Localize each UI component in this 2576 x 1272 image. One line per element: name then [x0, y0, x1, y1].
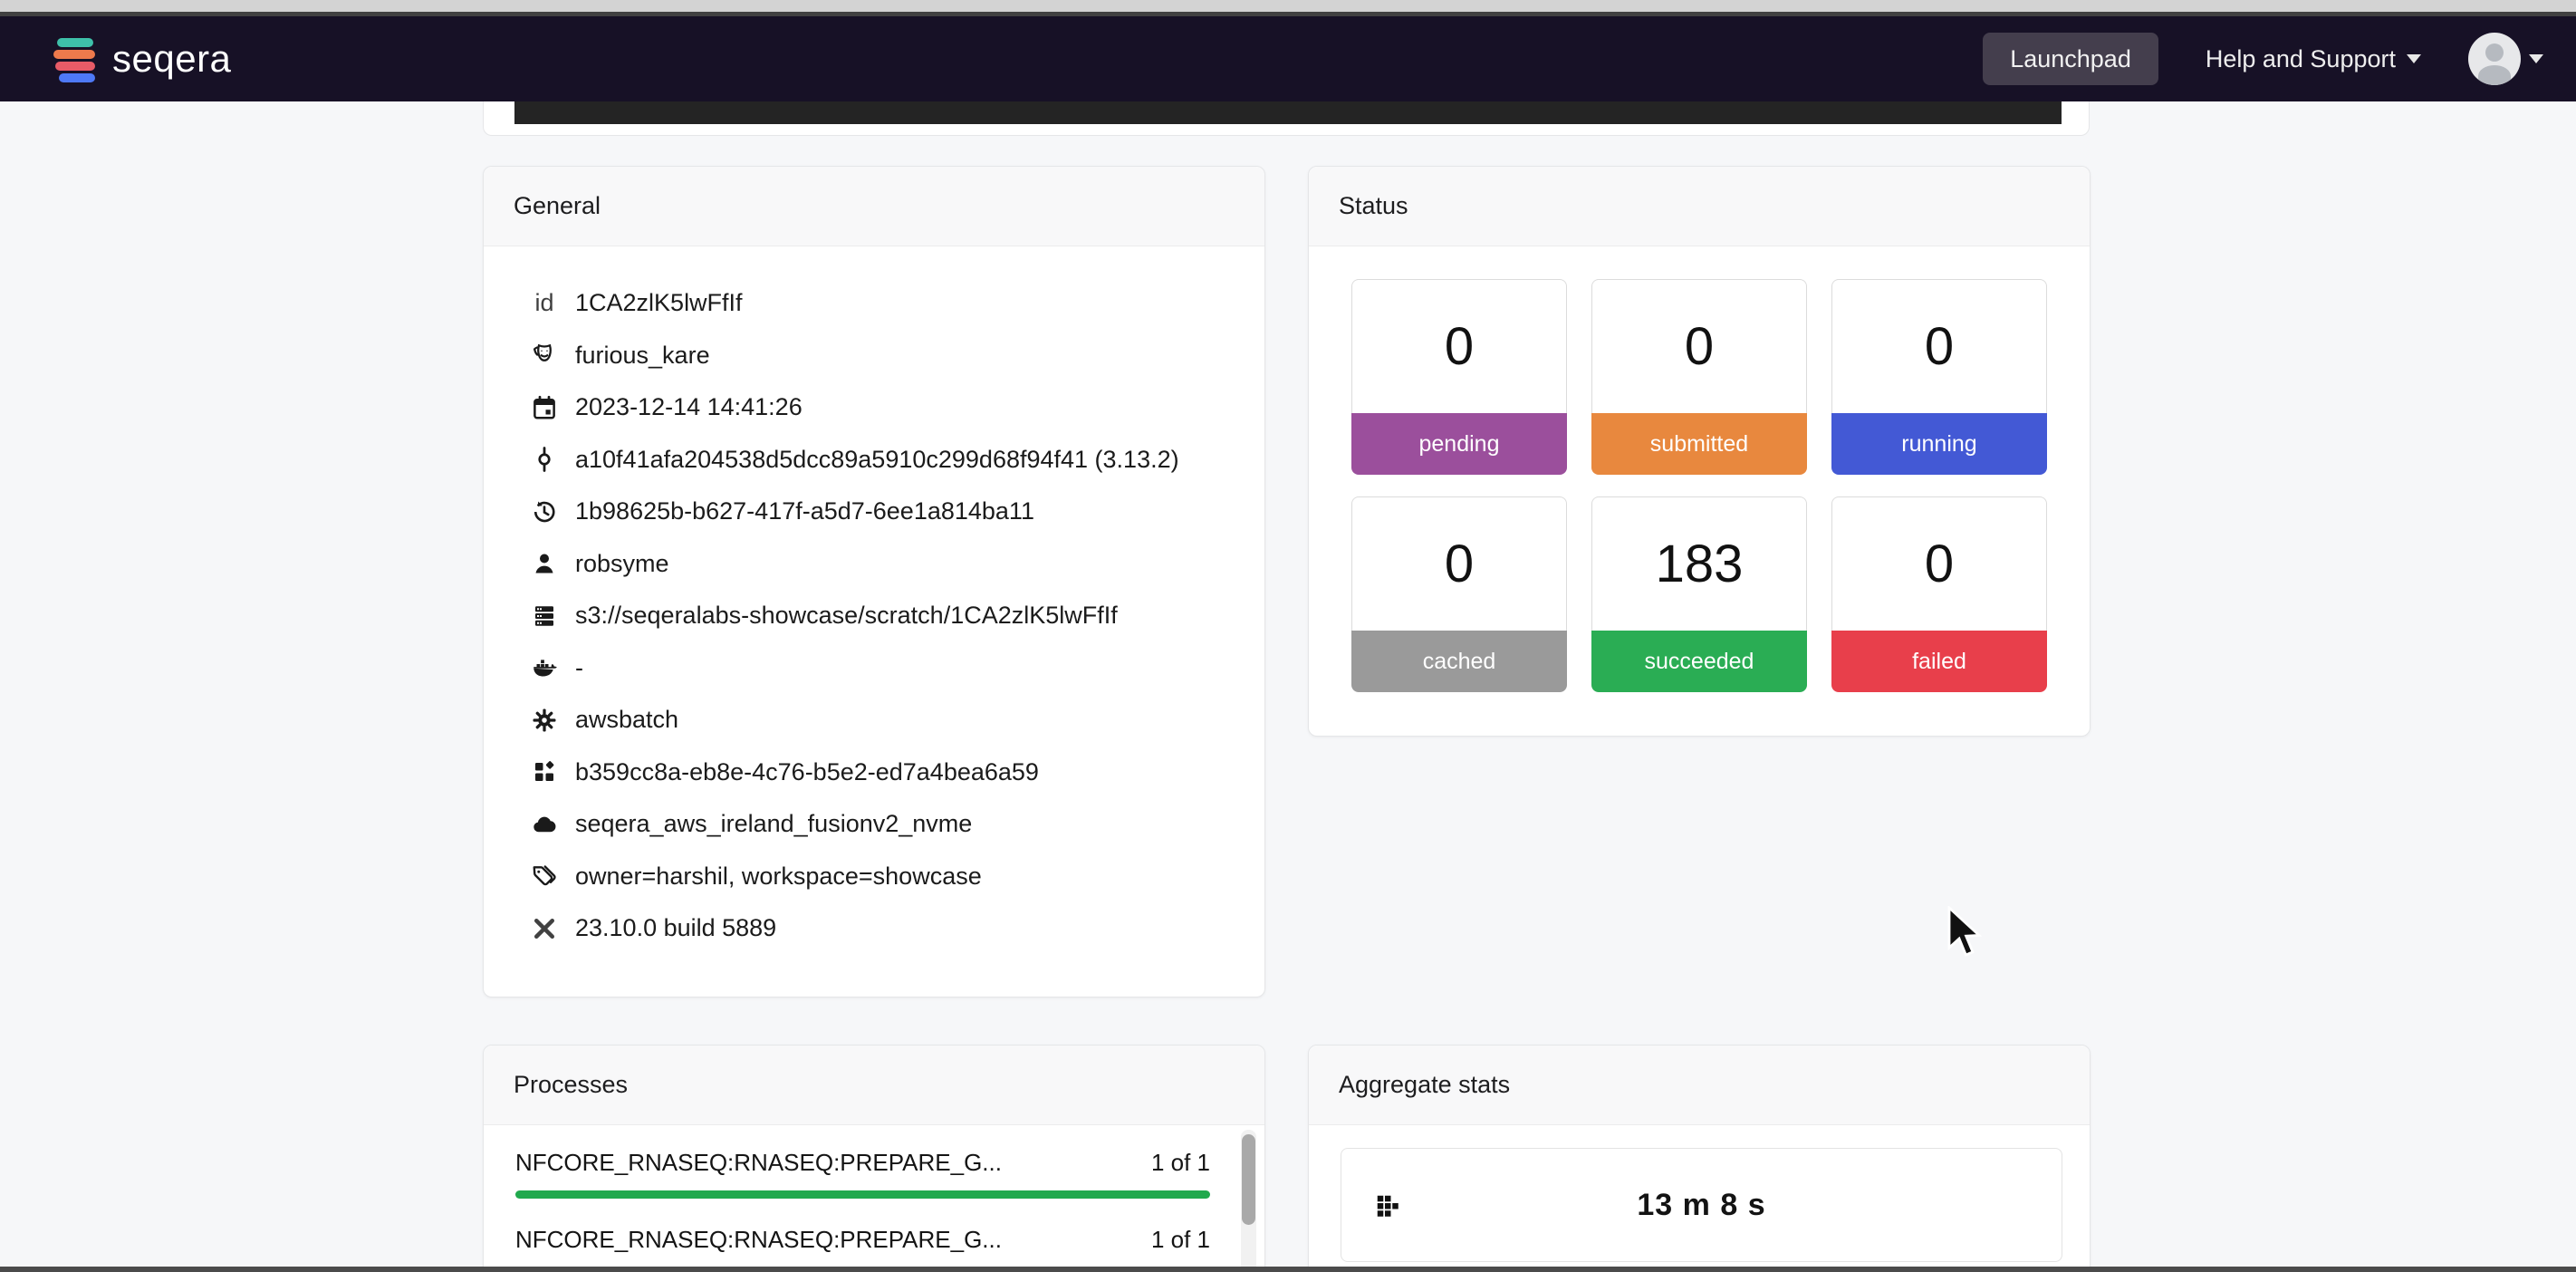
commit-value: a10f41afa204538d5dcc89a5910c299d68f94f41…: [575, 445, 1179, 473]
submitted-label: submitted: [1591, 413, 1807, 475]
process-progress-label: 1 of 1: [1150, 1149, 1210, 1176]
running-label: running: [1831, 413, 2047, 475]
brand-name: seqera: [112, 37, 232, 80]
walltime-value: 13 m 8 s: [1637, 1187, 1766, 1222]
succeeded-label: succeeded: [1591, 631, 1807, 692]
scrolled-dark-banner: [514, 101, 2062, 124]
process-row[interactable]: NFCORE_RNASEQ:RNASEQ:PREPARE_G... 1 of 1: [515, 1145, 1210, 1199]
succeeded-count: 183: [1655, 535, 1744, 593]
window-top-edge: [0, 12, 2576, 16]
cached-label: cached: [1351, 631, 1567, 692]
pending-label: pending: [1351, 413, 1567, 475]
compute-env-id-value: b359cc8a-eb8e-4c76-b5e2-ed7a4bea6a59: [575, 757, 1039, 785]
chevron-down-icon: [2529, 54, 2543, 63]
navbar: seqera Launchpad Help and Support: [0, 16, 2576, 101]
window-bottom-edge: [0, 1267, 2576, 1272]
pending-count: 0: [1444, 317, 1475, 376]
general-row-labels: owner=harshil, workspace=showcase: [529, 851, 1237, 903]
chevron-down-icon: [2407, 54, 2421, 63]
window-top-strip: [0, 0, 2576, 12]
general-row-compute-env-id: b359cc8a-eb8e-4c76-b5e2-ed7a4bea6a59: [529, 747, 1237, 799]
processes-scrollbar-thumb[interactable]: [1242, 1134, 1255, 1225]
general-card-title: General: [484, 167, 1264, 246]
aggregate-stats-card: Aggregate stats 13 m 8 s: [1308, 1045, 2091, 1272]
walltime-stat-tile: 13 m 8 s: [1341, 1148, 2062, 1262]
general-row-container: -: [529, 642, 1237, 695]
running-count: 0: [1924, 317, 1955, 376]
processes-scrollbar[interactable]: [1241, 1130, 1256, 1272]
mouse-cursor: [1947, 906, 1983, 957]
process-progress-bar: [515, 1190, 1210, 1199]
launchpad-button[interactable]: Launchpad: [1983, 33, 2158, 85]
gear-icon: [529, 707, 560, 734]
general-row-commit: a10f41afa204538d5dcc89a5910c299d68f94f41…: [529, 434, 1237, 487]
process-name: NFCORE_RNASEQ:RNASEQ:PREPARE_G...: [515, 1149, 1002, 1176]
history-icon: [529, 498, 560, 525]
general-row-id: id 1CA2zlK5lwFfIf: [529, 277, 1237, 330]
status-tile-submitted: 0 submitted: [1591, 279, 1807, 475]
server-icon: [529, 602, 560, 630]
cached-count: 0: [1444, 535, 1475, 593]
process-progress-label: 1 of 1: [1150, 1226, 1210, 1253]
general-row-compute-env-name: seqera_aws_ireland_fusionv2_nvme: [529, 798, 1237, 851]
nextflow-icon: [529, 915, 560, 942]
status-tile-succeeded: 183 succeeded: [1591, 496, 1807, 692]
failed-count: 0: [1924, 535, 1955, 593]
executor-value: awsbatch: [575, 706, 679, 734]
status-tile-failed: 0 failed: [1831, 496, 2047, 692]
run-name-value: furious_kare: [575, 341, 710, 369]
workdir-value: s3://seqeralabs-showcase/scratch/1CA2zlK…: [575, 602, 1118, 630]
general-row-workdir: s3://seqeralabs-showcase/scratch/1CA2zlK…: [529, 590, 1237, 642]
general-row-executor: awsbatch: [529, 694, 1237, 747]
seqera-logo[interactable]: seqera: [51, 33, 231, 85]
tags-icon: [529, 862, 560, 890]
avatar: [2468, 33, 2521, 85]
process-row[interactable]: NFCORE_RNASEQ:RNASEQ:PREPARE_G... 1 of 1: [515, 1222, 1210, 1272]
aggregate-stats-title: Aggregate stats: [1309, 1046, 2090, 1125]
processes-card: Processes NFCORE_RNASEQ:RNASEQ:PREPARE_G…: [483, 1045, 1265, 1272]
general-row-date: 2023-12-14 14:41:26: [529, 381, 1237, 434]
user-icon: [529, 550, 560, 577]
failed-label: failed: [1831, 631, 2047, 692]
status-tile-cached: 0 cached: [1351, 496, 1567, 692]
general-card: General id 1CA2zlK5lwFfIf furious_kare: [483, 166, 1265, 997]
session-id-value: 1b98625b-b627-417f-a5d7-6ee1a814ba11: [575, 497, 1034, 525]
nextflow-version-value: 23.10.0 build 5889: [575, 914, 777, 942]
seqera-logo-icon: [53, 38, 95, 82]
run-date-value: 2023-12-14 14:41:26: [575, 393, 803, 421]
tasks-grid-icon: [1374, 1192, 1401, 1224]
run-id-value: 1CA2zlK5lwFfIf: [575, 289, 743, 317]
status-tile-pending: 0 pending: [1351, 279, 1567, 475]
user-menu[interactable]: [2468, 33, 2543, 85]
submitted-count: 0: [1684, 317, 1715, 376]
process-name: NFCORE_RNASEQ:RNASEQ:PREPARE_G...: [515, 1226, 1002, 1253]
general-row-nextflow-version: 23.10.0 build 5889: [529, 902, 1237, 955]
masks-icon: [529, 342, 560, 369]
labels-value: owner=harshil, workspace=showcase: [575, 862, 982, 890]
commit-icon: [529, 446, 560, 473]
help-and-support-menu[interactable]: Help and Support: [2206, 45, 2421, 73]
container-value: -: [575, 653, 583, 681]
calendar-icon: [529, 394, 560, 421]
help-and-support-label: Help and Support: [2205, 44, 2396, 72]
general-row-session: 1b98625b-b627-417f-a5d7-6ee1a814ba11: [529, 486, 1237, 538]
id-label: id: [534, 289, 554, 317]
status-card-title: Status: [1309, 167, 2090, 246]
apps-icon: [529, 758, 560, 785]
status-card: Status 0 pending 0 submitted 0 running 0…: [1308, 166, 2091, 737]
status-tile-running: 0 running: [1831, 279, 2047, 475]
general-row-user: robsyme: [529, 538, 1237, 591]
processes-card-title: Processes: [484, 1046, 1264, 1125]
username-value: robsyme: [575, 549, 669, 577]
cloud-icon: [529, 811, 560, 838]
docker-icon: [529, 654, 560, 681]
scrolled-run-card: [483, 101, 2090, 136]
compute-env-name-value: seqera_aws_ireland_fusionv2_nvme: [575, 810, 973, 838]
general-row-runname: furious_kare: [529, 330, 1237, 382]
